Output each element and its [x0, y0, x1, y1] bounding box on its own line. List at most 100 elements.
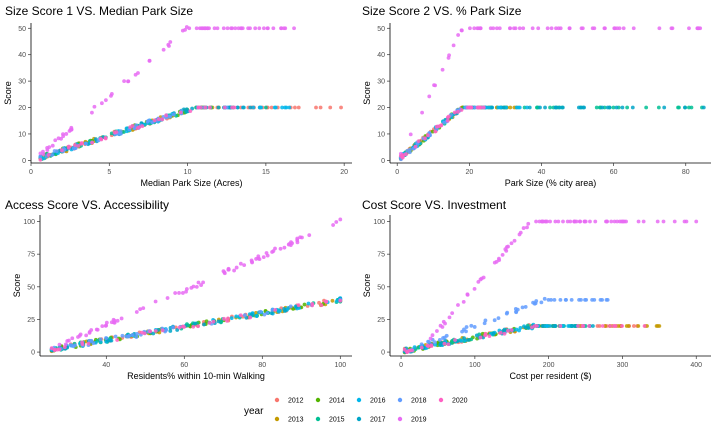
point-2020 — [164, 113, 169, 118]
point-2017 — [600, 105, 605, 110]
point-2020 — [90, 140, 94, 145]
point-2019 — [61, 132, 65, 137]
point-2019 — [184, 289, 188, 294]
point-2019 — [45, 148, 50, 153]
point-2019 — [103, 98, 108, 103]
point-2016 — [98, 340, 103, 345]
point-2017 — [662, 105, 667, 110]
point-2019 — [166, 42, 171, 47]
point-2020 — [608, 324, 612, 328]
point-2020 — [425, 133, 430, 138]
point-2019 — [450, 311, 455, 316]
point-2019 — [456, 303, 460, 307]
point-2019 — [545, 26, 550, 31]
point-2018 — [437, 338, 442, 342]
point-2019 — [89, 328, 94, 332]
point-2020 — [178, 110, 183, 115]
point-2019 — [565, 219, 570, 224]
point-2016 — [525, 105, 529, 110]
point-2019 — [615, 26, 620, 31]
point-2019 — [579, 26, 584, 31]
point-2017 — [560, 105, 565, 110]
point-2019 — [265, 253, 270, 258]
panel-4: Cost Score VS. Investment 0 100 200 300 400 0 2… — [362, 198, 711, 381]
point-2020 — [226, 316, 230, 321]
point-2019 — [478, 26, 482, 31]
legend-label: 2014 — [329, 398, 345, 405]
point-2019 — [307, 233, 312, 238]
point-2020 — [419, 345, 424, 350]
point-2016 — [459, 339, 464, 343]
point-2015 — [625, 105, 630, 110]
point-2020 — [338, 298, 343, 303]
point-2020 — [498, 330, 503, 335]
point-2016 — [284, 105, 289, 110]
legend-key-2012 — [274, 397, 280, 403]
point-2020 — [160, 117, 165, 122]
point-2019 — [215, 26, 220, 31]
point-2015 — [594, 105, 599, 110]
point-2015 — [656, 105, 661, 110]
point-2019 — [430, 333, 435, 338]
point-2018 — [558, 297, 563, 302]
point-2020 — [478, 335, 483, 340]
point-2020 — [49, 346, 54, 351]
point-2016 — [277, 308, 282, 313]
point-2016 — [335, 298, 339, 303]
x-tick-label: 60 — [180, 362, 188, 369]
point-2019 — [221, 26, 226, 31]
point-2019 — [180, 28, 185, 33]
point-2016 — [412, 345, 417, 350]
point-2016 — [561, 324, 566, 328]
point-2020 — [502, 331, 507, 336]
point-2019 — [503, 247, 508, 252]
point-2015 — [689, 105, 694, 110]
point-2020 — [509, 328, 514, 333]
point-2020 — [612, 324, 616, 328]
point-2013 — [330, 298, 335, 303]
point-2019 — [283, 26, 288, 31]
legend-label: 2013 — [288, 417, 304, 424]
point-2019 — [141, 306, 146, 311]
point-2019 — [459, 28, 464, 33]
point-2019 — [286, 242, 291, 247]
point-2017 — [701, 105, 706, 110]
legend-label: 2020 — [452, 398, 468, 405]
point-2019 — [226, 266, 231, 271]
point-2013 — [657, 324, 662, 328]
point-2017 — [526, 326, 531, 330]
point-2017 — [523, 325, 528, 330]
point-2019 — [180, 291, 185, 295]
point-2020 — [405, 350, 410, 354]
points-layer — [38, 25, 343, 162]
point-2017 — [109, 338, 114, 343]
point-2018 — [492, 318, 497, 323]
y-tick-label: 100 — [23, 219, 35, 226]
point-2020 — [137, 125, 142, 130]
point-2019 — [694, 219, 699, 224]
x-axis-label: Cost per resident ($) — [509, 371, 591, 381]
point-2019 — [119, 316, 124, 321]
y-tick-label: 40 — [377, 52, 385, 59]
y-tick-label: 20 — [18, 105, 26, 112]
point-2019 — [512, 238, 517, 243]
point-2019 — [451, 43, 456, 48]
point-2020 — [445, 118, 450, 123]
point-2019 — [279, 26, 284, 31]
point-2018 — [427, 340, 431, 344]
point-2014 — [291, 306, 296, 311]
point-2019 — [553, 219, 558, 224]
point-2019 — [549, 26, 554, 31]
point-2017 — [168, 329, 173, 333]
point-2016 — [254, 314, 259, 318]
panel-2: Size Score 2 VS. % Park Size 0 20 40 60 80 0 10… — [362, 4, 711, 188]
x-tick-label: 300 — [617, 362, 629, 369]
point-2018 — [265, 311, 270, 315]
point-2020 — [481, 105, 486, 110]
point-2018 — [242, 313, 247, 318]
point-2019 — [122, 79, 127, 84]
point-2020 — [587, 324, 592, 328]
point-2020 — [535, 324, 539, 328]
legend-item-2014: 2014 — [315, 398, 345, 405]
